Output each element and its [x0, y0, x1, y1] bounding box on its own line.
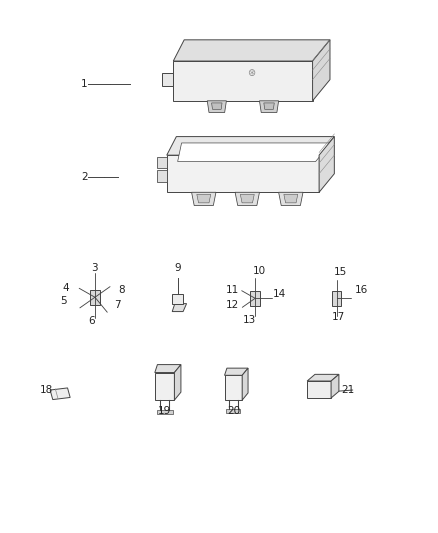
- Polygon shape: [155, 365, 181, 373]
- Text: 13: 13: [243, 314, 256, 325]
- Text: 14: 14: [273, 289, 286, 299]
- Polygon shape: [251, 291, 260, 306]
- Text: 8: 8: [118, 285, 124, 295]
- Text: 21: 21: [341, 385, 354, 395]
- Polygon shape: [167, 136, 334, 155]
- Polygon shape: [225, 375, 242, 400]
- Polygon shape: [197, 195, 211, 203]
- Polygon shape: [172, 294, 183, 304]
- Polygon shape: [157, 170, 167, 182]
- Polygon shape: [331, 374, 339, 398]
- Polygon shape: [172, 304, 187, 312]
- Text: 19: 19: [158, 406, 171, 416]
- Polygon shape: [284, 195, 298, 203]
- Text: 10: 10: [253, 266, 266, 276]
- Polygon shape: [212, 103, 222, 109]
- Polygon shape: [155, 373, 174, 400]
- Text: 12: 12: [226, 300, 239, 310]
- Polygon shape: [332, 291, 341, 306]
- Polygon shape: [156, 410, 173, 414]
- Polygon shape: [167, 155, 319, 192]
- Text: 4: 4: [63, 282, 69, 293]
- Polygon shape: [240, 195, 254, 203]
- Text: 1: 1: [81, 78, 88, 88]
- Polygon shape: [162, 73, 173, 86]
- Polygon shape: [264, 103, 274, 109]
- Polygon shape: [259, 101, 279, 112]
- Polygon shape: [307, 381, 331, 398]
- Text: 20: 20: [227, 406, 240, 416]
- Polygon shape: [50, 388, 70, 400]
- Text: 6: 6: [88, 316, 95, 326]
- Text: 11: 11: [226, 285, 239, 295]
- Text: 9: 9: [174, 263, 181, 273]
- Text: 15: 15: [333, 267, 346, 277]
- Polygon shape: [242, 368, 248, 400]
- Text: 18: 18: [39, 384, 53, 394]
- Polygon shape: [279, 192, 303, 206]
- Text: 16: 16: [355, 285, 368, 295]
- Polygon shape: [174, 365, 181, 400]
- Text: ⊛: ⊛: [247, 68, 256, 78]
- Polygon shape: [319, 136, 334, 192]
- Polygon shape: [225, 368, 248, 375]
- Text: 3: 3: [92, 263, 98, 273]
- Text: 17: 17: [332, 312, 345, 322]
- Polygon shape: [178, 143, 331, 161]
- Polygon shape: [207, 101, 226, 112]
- Polygon shape: [226, 409, 240, 413]
- Polygon shape: [235, 192, 259, 206]
- Polygon shape: [173, 61, 313, 101]
- Polygon shape: [173, 40, 330, 61]
- Text: 5: 5: [60, 296, 67, 306]
- Polygon shape: [307, 374, 339, 381]
- Polygon shape: [90, 290, 100, 305]
- Polygon shape: [191, 192, 216, 206]
- Text: 7: 7: [114, 300, 121, 310]
- Polygon shape: [157, 157, 167, 168]
- Text: 2: 2: [81, 172, 88, 182]
- Polygon shape: [313, 40, 330, 101]
